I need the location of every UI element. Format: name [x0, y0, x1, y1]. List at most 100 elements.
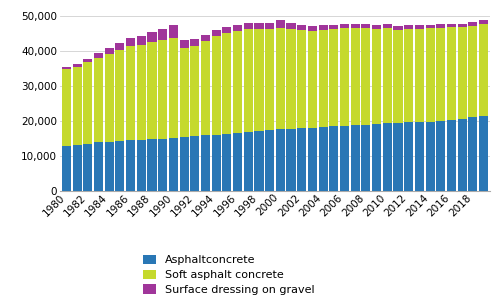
Bar — [318, 127, 328, 191]
Bar — [169, 38, 178, 138]
Bar — [350, 125, 360, 191]
Bar — [318, 25, 328, 30]
Bar — [479, 24, 488, 116]
Bar — [265, 29, 274, 130]
Bar — [404, 25, 413, 29]
Bar — [426, 28, 434, 122]
Bar — [286, 129, 296, 191]
Bar — [308, 31, 317, 128]
Bar — [415, 122, 424, 191]
Bar — [394, 30, 402, 123]
Bar — [212, 135, 220, 191]
Bar — [383, 24, 392, 28]
Bar — [479, 20, 488, 24]
Bar — [94, 142, 103, 191]
Bar — [233, 133, 242, 191]
Bar — [394, 26, 402, 30]
Bar — [233, 31, 242, 133]
Bar — [233, 25, 242, 31]
Bar — [468, 117, 477, 191]
Bar — [190, 136, 200, 191]
Bar — [383, 123, 392, 191]
Bar — [148, 139, 156, 191]
Bar — [415, 25, 424, 29]
Legend: Asphaltconcrete, Soft asphalt concrete, Surface dressing on gravel: Asphaltconcrete, Soft asphalt concrete, … — [143, 255, 315, 295]
Bar — [94, 58, 103, 142]
Bar — [308, 26, 317, 31]
Bar — [372, 124, 381, 191]
Bar — [383, 28, 392, 123]
Bar — [447, 27, 456, 120]
Bar — [244, 23, 253, 29]
Bar — [116, 43, 124, 50]
Bar — [330, 126, 338, 191]
Bar — [104, 142, 114, 191]
Bar — [340, 28, 349, 126]
Bar — [458, 24, 466, 27]
Bar — [330, 29, 338, 126]
Bar — [201, 135, 210, 191]
Bar — [180, 137, 188, 191]
Bar — [458, 27, 466, 119]
Bar — [190, 46, 200, 136]
Bar — [126, 140, 135, 191]
Bar — [404, 29, 413, 123]
Bar — [136, 36, 146, 45]
Bar — [468, 26, 477, 117]
Bar — [84, 62, 92, 144]
Bar — [426, 25, 434, 28]
Bar — [265, 23, 274, 29]
Bar — [286, 29, 296, 129]
Bar — [244, 132, 253, 191]
Bar — [447, 120, 456, 191]
Bar — [72, 64, 82, 67]
Bar — [169, 25, 178, 38]
Bar — [201, 41, 210, 135]
Bar — [372, 29, 381, 124]
Bar — [104, 48, 114, 54]
Bar — [468, 22, 477, 26]
Bar — [158, 139, 167, 191]
Bar — [254, 23, 264, 29]
Bar — [190, 39, 200, 46]
Bar — [158, 29, 167, 40]
Bar — [276, 20, 285, 28]
Bar — [362, 24, 370, 28]
Bar — [169, 138, 178, 191]
Bar — [479, 116, 488, 191]
Bar — [447, 24, 456, 27]
Bar — [180, 40, 188, 48]
Bar — [62, 69, 71, 146]
Bar — [340, 126, 349, 191]
Bar — [104, 54, 114, 142]
Bar — [148, 32, 156, 42]
Bar — [116, 141, 124, 191]
Bar — [126, 38, 135, 46]
Bar — [254, 131, 264, 191]
Bar — [372, 25, 381, 29]
Bar — [158, 40, 167, 139]
Bar — [201, 35, 210, 41]
Bar — [222, 134, 232, 191]
Bar — [362, 124, 370, 191]
Bar — [84, 144, 92, 191]
Bar — [212, 30, 220, 36]
Bar — [426, 122, 434, 191]
Bar — [436, 121, 446, 191]
Bar — [222, 27, 232, 33]
Bar — [72, 145, 82, 191]
Bar — [415, 29, 424, 122]
Bar — [222, 33, 232, 134]
Bar — [308, 128, 317, 191]
Bar — [94, 53, 103, 58]
Bar — [148, 42, 156, 139]
Bar — [276, 28, 285, 129]
Bar — [297, 30, 306, 128]
Bar — [340, 24, 349, 28]
Bar — [330, 25, 338, 29]
Bar — [318, 30, 328, 127]
Bar — [180, 48, 188, 137]
Bar — [254, 29, 264, 131]
Bar — [297, 25, 306, 30]
Bar — [136, 45, 146, 140]
